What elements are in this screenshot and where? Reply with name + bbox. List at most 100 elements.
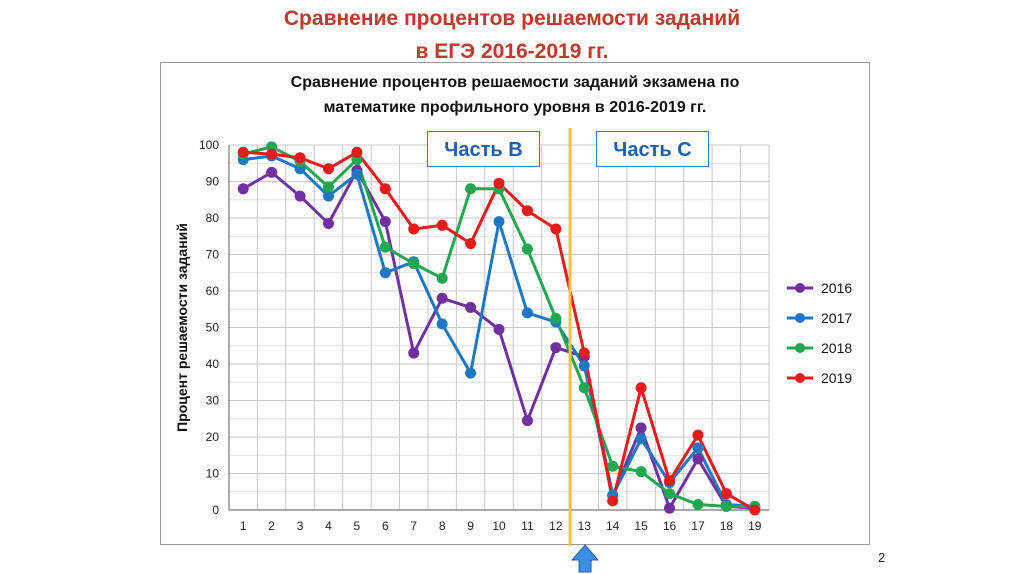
legend-label-2017: 2017 (821, 310, 852, 326)
legend-label-2018: 2018 (821, 340, 852, 356)
data-point-2017 (322, 190, 334, 202)
data-point-2018 (408, 258, 420, 270)
data-point-2019 (720, 488, 732, 500)
y-axis-label: Процент решаемости заданий (174, 223, 190, 432)
y-tick-label: 90 (206, 175, 220, 189)
x-tick-label: 11 (521, 519, 534, 533)
chart-title-line1: Сравнение процентов решаемости заданий э… (290, 74, 740, 91)
data-point-2016 (635, 422, 647, 434)
y-tick-label: 0 (212, 503, 219, 517)
data-point-2019 (692, 429, 704, 441)
data-point-2016 (493, 323, 505, 335)
data-point-2018 (550, 312, 562, 324)
slide-title: Сравнение процентов решаемости заданий в… (0, 2, 1024, 68)
data-point-2016 (692, 453, 704, 465)
data-point-2017 (351, 168, 363, 180)
y-tick-label: 20 (206, 430, 220, 444)
data-point-2018 (521, 243, 533, 255)
data-point-2016 (408, 347, 420, 359)
data-point-2018 (465, 183, 477, 195)
chart-title: Сравнение процентов решаемости заданий э… (160, 70, 870, 120)
legend-label-2019: 2019 (821, 370, 852, 386)
data-point-2017 (635, 433, 647, 445)
data-point-2019 (379, 183, 391, 195)
legend-marker-2019 (795, 373, 805, 383)
data-point-2016 (521, 415, 533, 427)
data-point-2016 (550, 342, 562, 354)
data-point-2018 (607, 460, 619, 472)
part-b-label: Часть В (427, 131, 540, 167)
data-point-2017 (379, 267, 391, 279)
data-point-2019 (607, 495, 619, 507)
x-tick-label: 1 (240, 519, 247, 533)
y-tick-label: 40 (206, 357, 220, 371)
x-tick-label: 19 (748, 519, 762, 533)
chart-title-line2: математике профильного уровня в 2016-201… (323, 99, 707, 116)
data-point-2018 (692, 499, 704, 511)
data-point-2017 (493, 216, 505, 228)
y-tick-label: 10 (206, 467, 220, 481)
data-point-2019 (237, 146, 249, 158)
page-number: 2 (878, 550, 886, 565)
x-tick-label: 15 (634, 519, 648, 533)
data-point-2019 (635, 382, 647, 394)
data-point-2016 (294, 190, 306, 202)
data-point-2019 (749, 504, 761, 516)
x-tick-label: 9 (467, 519, 474, 533)
part-c-label: Часть С (596, 131, 709, 167)
slide-title-line1: Сравнение процентов решаемости заданий (283, 7, 741, 30)
data-point-2016 (322, 217, 334, 229)
x-tick-label: 14 (606, 519, 620, 533)
data-point-2018 (664, 488, 676, 500)
y-tick-label: 50 (206, 321, 220, 335)
data-point-2018 (578, 382, 590, 394)
data-point-2018 (379, 241, 391, 253)
data-point-2019 (493, 177, 505, 189)
x-tick-label: 6 (382, 519, 389, 533)
y-tick-label: 30 (206, 394, 220, 408)
y-tick-label: 70 (206, 248, 220, 262)
data-point-2017 (436, 318, 448, 330)
legend-marker-2017 (795, 313, 805, 323)
data-point-2017 (578, 360, 590, 372)
data-point-2016 (379, 216, 391, 228)
data-point-2018 (436, 272, 448, 284)
y-tick-label: 100 (199, 138, 219, 152)
data-point-2017 (521, 307, 533, 319)
x-tick-label: 2 (268, 519, 275, 533)
x-tick-label: 17 (691, 519, 705, 533)
data-point-2019 (550, 223, 562, 235)
x-tick-label: 7 (410, 519, 417, 533)
x-tick-label: 10 (492, 519, 506, 533)
data-point-2019 (465, 238, 477, 250)
data-point-2018 (322, 181, 334, 193)
data-point-2016 (436, 292, 448, 304)
data-point-2016 (237, 183, 249, 195)
x-tick-label: 4 (325, 519, 332, 533)
data-point-2018 (635, 466, 647, 478)
data-point-2019 (436, 219, 448, 231)
data-point-2016 (664, 502, 676, 514)
data-point-2019 (578, 347, 590, 359)
legend-label-2016: 2016 (821, 280, 852, 296)
x-tick-label: 12 (549, 519, 563, 533)
data-point-2017 (465, 367, 477, 379)
x-tick-label: 13 (578, 519, 592, 533)
legend-marker-2018 (795, 343, 805, 353)
legend-marker-2016 (795, 283, 805, 293)
data-point-2016 (266, 166, 278, 178)
data-point-2019 (266, 148, 278, 160)
data-point-2019 (351, 146, 363, 158)
x-tick-label: 5 (354, 519, 361, 533)
data-point-2016 (465, 301, 477, 313)
data-point-2019 (664, 475, 676, 487)
data-point-2019 (408, 223, 420, 235)
x-tick-label: 3 (297, 519, 304, 533)
y-tick-label: 60 (206, 284, 220, 298)
x-tick-label: 18 (720, 519, 734, 533)
x-tick-label: 8 (439, 519, 446, 533)
up-arrow-icon (570, 544, 600, 573)
data-point-2019 (294, 152, 306, 164)
data-point-2018 (720, 500, 732, 512)
